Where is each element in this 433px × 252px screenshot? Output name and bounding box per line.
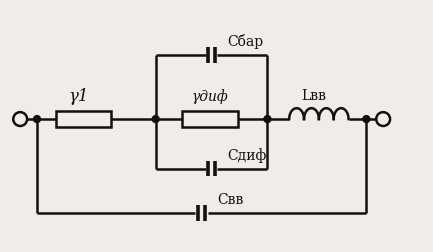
- Circle shape: [264, 116, 271, 123]
- Text: Cбар: Cбар: [227, 34, 264, 49]
- Text: γ1: γ1: [68, 87, 89, 104]
- Bar: [56, 112, 111, 128]
- Text: Cдиф: Cдиф: [227, 148, 267, 163]
- Bar: [182, 112, 238, 128]
- Circle shape: [376, 113, 390, 127]
- Circle shape: [152, 116, 159, 123]
- Circle shape: [363, 116, 370, 123]
- Text: Cвв: Cвв: [217, 193, 244, 206]
- Circle shape: [13, 113, 27, 127]
- Text: γдиф: γдиф: [192, 88, 229, 103]
- Circle shape: [33, 116, 40, 123]
- Text: Lвв: Lвв: [301, 89, 326, 103]
